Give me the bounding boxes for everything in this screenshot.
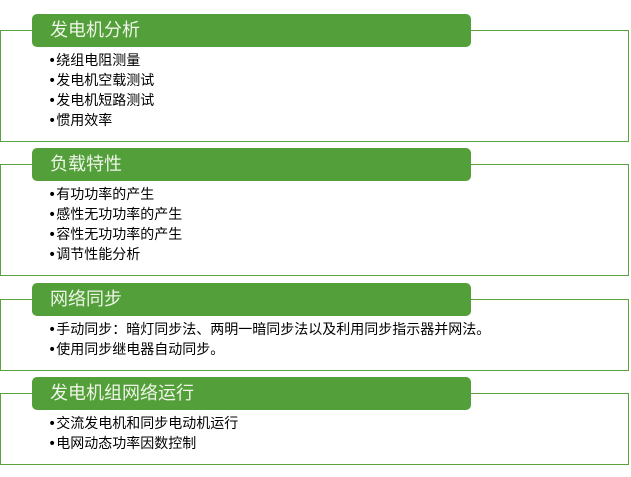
item-list: 有功功率的产生 感性无功功率的产生 容性无功功率的产生 调节性能分析 (48, 185, 182, 265)
list-item: 发电机空载测试 (48, 71, 154, 91)
item-list: 手动同步：暗灯同步法、两明一暗同步法以及利用同步指示器并网法。 使用同步继电器自… (48, 320, 490, 360)
list-item: 交流发电机和同步电动机运行 (48, 414, 238, 434)
list-item: 感性无功功率的产生 (48, 205, 182, 225)
item-list: 绕组电阻测量 发电机空载测试 发电机短路测试 惯用效率 (48, 51, 154, 131)
list-item: 有功功率的产生 (48, 185, 182, 205)
list-item: 容性无功功率的产生 (48, 225, 182, 245)
list-item: 使用同步继电器自动同步。 (48, 340, 490, 360)
section-header: 负载特性 (32, 148, 471, 181)
list-item: 电网动态功率因数控制 (48, 434, 238, 454)
list-item: 发电机短路测试 (48, 91, 154, 111)
section-header: 网络同步 (32, 283, 471, 316)
item-list: 交流发电机和同步电动机运行 电网动态功率因数控制 (48, 414, 238, 454)
list-item: 绕组电阻测量 (48, 51, 154, 71)
list-item: 手动同步：暗灯同步法、两明一暗同步法以及利用同步指示器并网法。 (48, 320, 490, 340)
section-header: 发电机组网络运行 (32, 377, 471, 410)
list-item: 调节性能分析 (48, 245, 182, 265)
section-header: 发电机分析 (32, 14, 471, 47)
list-item: 惯用效率 (48, 111, 154, 131)
